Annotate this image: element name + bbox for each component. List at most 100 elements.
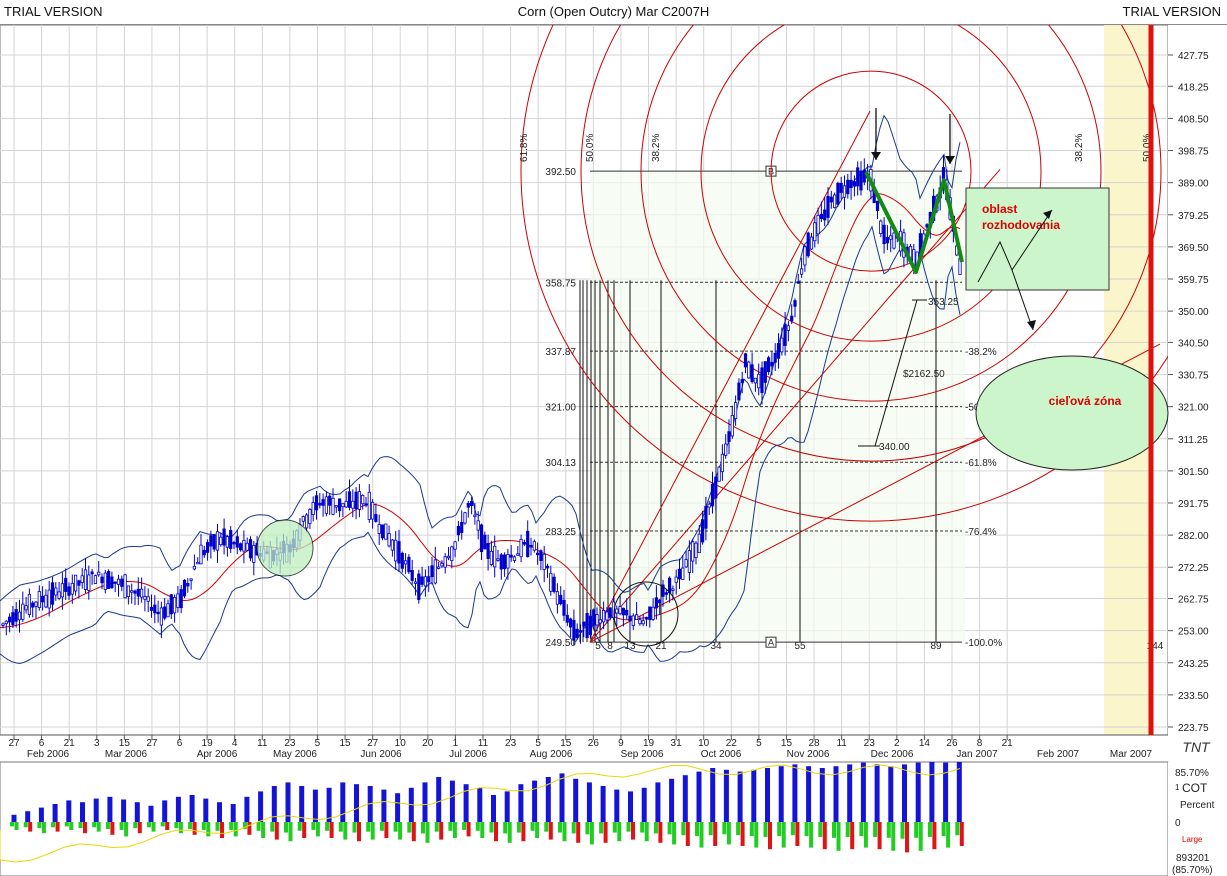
- cot-bar-red: [809, 822, 814, 848]
- cot-bar-positive: [381, 789, 387, 822]
- measure-label-amount: $2162.50: [903, 369, 945, 380]
- candle-body: [410, 569, 414, 581]
- x-tick-label: 20: [422, 738, 434, 749]
- candle-body: [839, 182, 843, 193]
- candle-body: [532, 541, 536, 551]
- candle-body: [529, 544, 533, 548]
- fan-line: [589, 169, 1001, 643]
- candle-body: [737, 382, 741, 401]
- candle-body: [370, 501, 375, 520]
- candle-body: [773, 352, 777, 363]
- measure-line: [874, 299, 918, 447]
- candle-body: [50, 582, 55, 605]
- candle-body: [90, 571, 94, 575]
- x-tick-label: 27: [146, 738, 158, 749]
- candle-body: [80, 575, 84, 583]
- cot-bar-green: [256, 822, 261, 831]
- candle-body: [760, 367, 764, 393]
- candle-body: [252, 545, 256, 563]
- candle-body: [770, 361, 774, 367]
- fib-price-label: 337.87: [545, 347, 576, 358]
- highlight-circle: [613, 581, 679, 647]
- cot-bar-green: [51, 822, 56, 828]
- candle-body: [242, 539, 246, 552]
- candle-body: [605, 611, 609, 621]
- cot-bar-red: [521, 822, 526, 842]
- x-tick-label: 2: [894, 738, 900, 749]
- candle-body: [552, 576, 556, 592]
- candle-body: [691, 541, 695, 562]
- candle-body: [684, 559, 688, 568]
- cot-bar-positive: [38, 807, 44, 822]
- candle-body: [133, 590, 137, 594]
- candle-body: [364, 503, 368, 506]
- cot-bar-positive: [641, 787, 647, 822]
- cot-bar-red: [274, 822, 279, 840]
- candle-body: [559, 594, 563, 605]
- indicator-bottom-value2: (85.70%): [1172, 865, 1213, 876]
- candle-body: [308, 509, 312, 524]
- cot-bar-positive: [559, 773, 565, 822]
- candle-body: [618, 606, 622, 615]
- fib-price-label: 249.50: [545, 638, 576, 649]
- candle-body: [328, 495, 332, 506]
- candle-body: [730, 415, 734, 437]
- candle-body: [826, 195, 830, 218]
- cot-bar-positive: [491, 795, 496, 822]
- cot-bar-red: [644, 822, 649, 842]
- cot-bar-positive: [628, 791, 633, 822]
- candle-body: [11, 612, 15, 626]
- cot-bar-positive: [25, 811, 31, 822]
- cot-bar-red: [425, 822, 430, 843]
- cot-bar-positive: [134, 802, 140, 822]
- fib-price-label: 358.75: [545, 278, 576, 289]
- fibonacci-time-zones: 5 8 13 21 34 55 89 144: [579, 280, 1164, 652]
- candle-body: [182, 579, 187, 597]
- candle-body: [542, 553, 546, 570]
- candle-body: [628, 615, 632, 622]
- measure-label-bottom: 340.00: [879, 442, 910, 453]
- cot-bar-green: [667, 822, 672, 835]
- fib-arc-label: 50.0%: [1142, 134, 1153, 162]
- cot-bar-positive: [354, 784, 359, 822]
- x-tick-label: 26: [588, 738, 600, 749]
- candle-body: [790, 315, 794, 322]
- cot-bar-red: [288, 822, 293, 842]
- y-tick-label: 291.75: [1178, 499, 1209, 510]
- x-tick-label: 6: [39, 738, 45, 749]
- decision-zone-box: [965, 187, 1110, 291]
- candle-body: [780, 337, 784, 353]
- candle-body: [476, 520, 480, 531]
- fib-price-label: 304.13: [545, 458, 576, 469]
- x-tick-label: 6: [177, 738, 183, 749]
- target-zone-label: cieľová zóna: [1049, 394, 1122, 408]
- y-tick-label: 359.75: [1178, 275, 1209, 286]
- candle-body: [113, 581, 117, 584]
- candle-body: [526, 530, 530, 558]
- x-tick-label: 28: [808, 738, 820, 749]
- y-tick-label: 369.50: [1178, 243, 1209, 254]
- cot-bar-green: [503, 822, 508, 834]
- cot-bar-red: [315, 822, 320, 837]
- cot-bar-red: [233, 822, 238, 837]
- cot-bar-green: [489, 822, 494, 833]
- month-label: Jun 2006: [360, 749, 402, 760]
- candle-body: [380, 524, 385, 539]
- candle-body: [107, 571, 111, 589]
- cot-bar-green: [708, 822, 713, 836]
- candle-body: [539, 550, 543, 562]
- cot-bar-red: [850, 822, 855, 850]
- candle-body: [740, 379, 744, 383]
- candle-body: [64, 577, 68, 592]
- cot-bar-green: [516, 822, 521, 833]
- cot-bar-red: [494, 822, 498, 842]
- cot-bar-green: [653, 822, 658, 834]
- cot-bar-positive: [765, 768, 770, 822]
- fib-pct-label: -61.8%: [965, 458, 997, 469]
- candle-body: [602, 610, 606, 623]
- candle-body: [47, 589, 51, 609]
- lower-band: [0, 225, 961, 665]
- cot-bar-positive: [586, 782, 592, 822]
- y-tick-label: 379.25: [1178, 211, 1209, 222]
